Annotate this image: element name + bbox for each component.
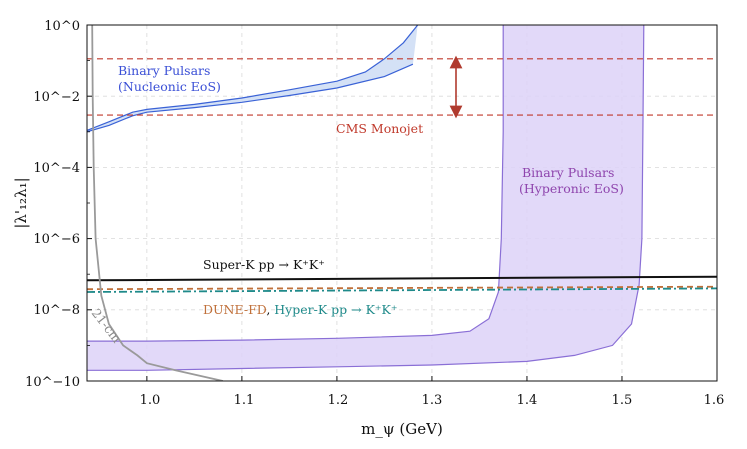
binary-pulsars-hyperonic-eos-lower-edge xyxy=(87,25,645,371)
annotation-hyperonic-title: Binary Pulsars xyxy=(522,165,614,180)
annotation-nucleonic-title: Binary Pulsars xyxy=(118,63,210,78)
y-tick-label: 10^−10 xyxy=(25,375,80,390)
plot-area xyxy=(87,25,717,381)
y-tick-labels: 10^0 10^−2 10^−4 10^−6 10^−8 10^−10 xyxy=(25,19,80,390)
y-tick-label: 10^−2 xyxy=(33,90,80,105)
binary-pulsars-nucleonic-eos-lower-edge xyxy=(87,63,414,133)
binary-pulsars-nucleonic-eos-band-fill xyxy=(87,25,418,132)
binary-pulsars-hyperonic-eos-band-fill xyxy=(87,25,644,371)
21-cm-line xyxy=(91,25,224,381)
x-axis-label: m_ψ (GeV) xyxy=(361,420,443,438)
y-tick-label: 10^−8 xyxy=(33,303,80,318)
annotation-hyperonic-subtitle: (Hyperonic EoS) xyxy=(519,181,624,196)
binary-pulsars-nucleonic-eos-upper-edge xyxy=(87,25,419,131)
x-tick-labels: 1.0 1.1 1.2 1.3 1.4 1.5 1.6 xyxy=(140,393,725,408)
x-tick-label: 1.5 xyxy=(612,393,633,408)
dune-fd-pp-k-k-line xyxy=(87,285,717,291)
annotation-21cm: 21-cm xyxy=(89,306,125,346)
annotation-superk: Super-K pp → K⁺K⁺ xyxy=(203,257,325,272)
x-tick-label: 1.1 xyxy=(234,393,255,408)
annotation-dune-hyperk: DUNE-FD, Hyper-K pp → K⁺K⁺ xyxy=(203,302,397,317)
annotation-dune: DUNE-FD xyxy=(203,302,267,317)
annotation-separator: , xyxy=(266,302,274,317)
tick-marks xyxy=(87,24,718,382)
y-tick-label: 10^0 xyxy=(44,19,80,34)
x-tick-label: 1.4 xyxy=(517,393,538,408)
x-tick-label: 1.3 xyxy=(422,393,443,408)
annotation-cms-monojet: CMS Monojet xyxy=(336,121,423,136)
y-tick-label: 10^−6 xyxy=(33,232,80,247)
x-tick-label: 1.0 xyxy=(140,393,161,408)
hyper-k-pp-k-k-line xyxy=(87,287,717,293)
super-k-pp-k-k-line xyxy=(87,275,717,282)
y-tick-label: 10^−4 xyxy=(33,161,80,176)
x-tick-label: 1.2 xyxy=(328,393,349,408)
x-tick-label: 1.6 xyxy=(704,393,725,408)
y-axis-label: |λ'₁₂λ₁| xyxy=(12,177,30,228)
binary-pulsars-hyperonic-eos-upper-edge xyxy=(87,25,504,342)
annotation-hyperk: Hyper-K pp → K⁺K⁺ xyxy=(274,302,397,317)
annotation-nucleonic-subtitle: (Nucleonic EoS) xyxy=(118,79,221,94)
